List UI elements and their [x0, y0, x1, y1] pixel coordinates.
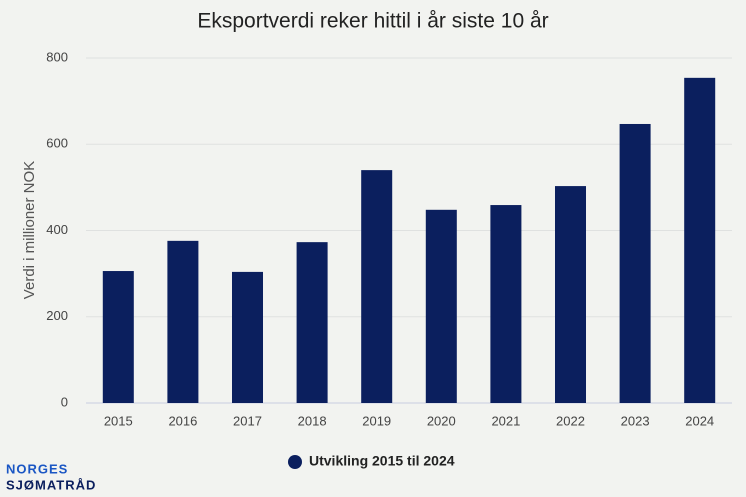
logo-line: SJØMATRÅD	[6, 477, 96, 492]
x-tick-label: 2021	[491, 413, 520, 428]
legend-label: Utvikling 2015 til 2024	[309, 453, 455, 469]
x-tick-label: 2017	[233, 413, 262, 428]
y-axis-label: Verdi i millioner NOK	[21, 161, 38, 299]
y-tick-label: 0	[61, 394, 68, 409]
y-tick-label: 400	[46, 222, 68, 237]
x-tick-label: 2023	[621, 413, 650, 428]
bar	[167, 240, 199, 403]
x-tick-label: 2020	[427, 413, 456, 428]
x-tick-label: 2024	[685, 413, 714, 428]
bar	[490, 205, 522, 403]
bar	[619, 123, 651, 403]
bar	[425, 209, 457, 403]
legend-marker	[288, 455, 302, 469]
x-tick-label: 2016	[168, 413, 197, 428]
bar	[296, 242, 328, 403]
bar	[231, 271, 264, 403]
y-tick-label: 800	[46, 49, 68, 64]
y-tick-label: 600	[46, 136, 68, 151]
bar	[102, 271, 134, 403]
y-tick-label: 200	[46, 308, 68, 323]
logo-line: NORGES	[6, 461, 68, 476]
x-tick-label: 2018	[298, 413, 327, 428]
x-tick-label: 2022	[556, 413, 585, 428]
x-tick-label: 2019	[362, 413, 391, 428]
bar	[361, 170, 393, 403]
bar	[554, 186, 587, 403]
bar	[684, 77, 716, 404]
chart-title: Eksportverdi reker hittil i år siste 10 …	[197, 10, 548, 33]
x-tick-label: 2015	[104, 413, 133, 428]
